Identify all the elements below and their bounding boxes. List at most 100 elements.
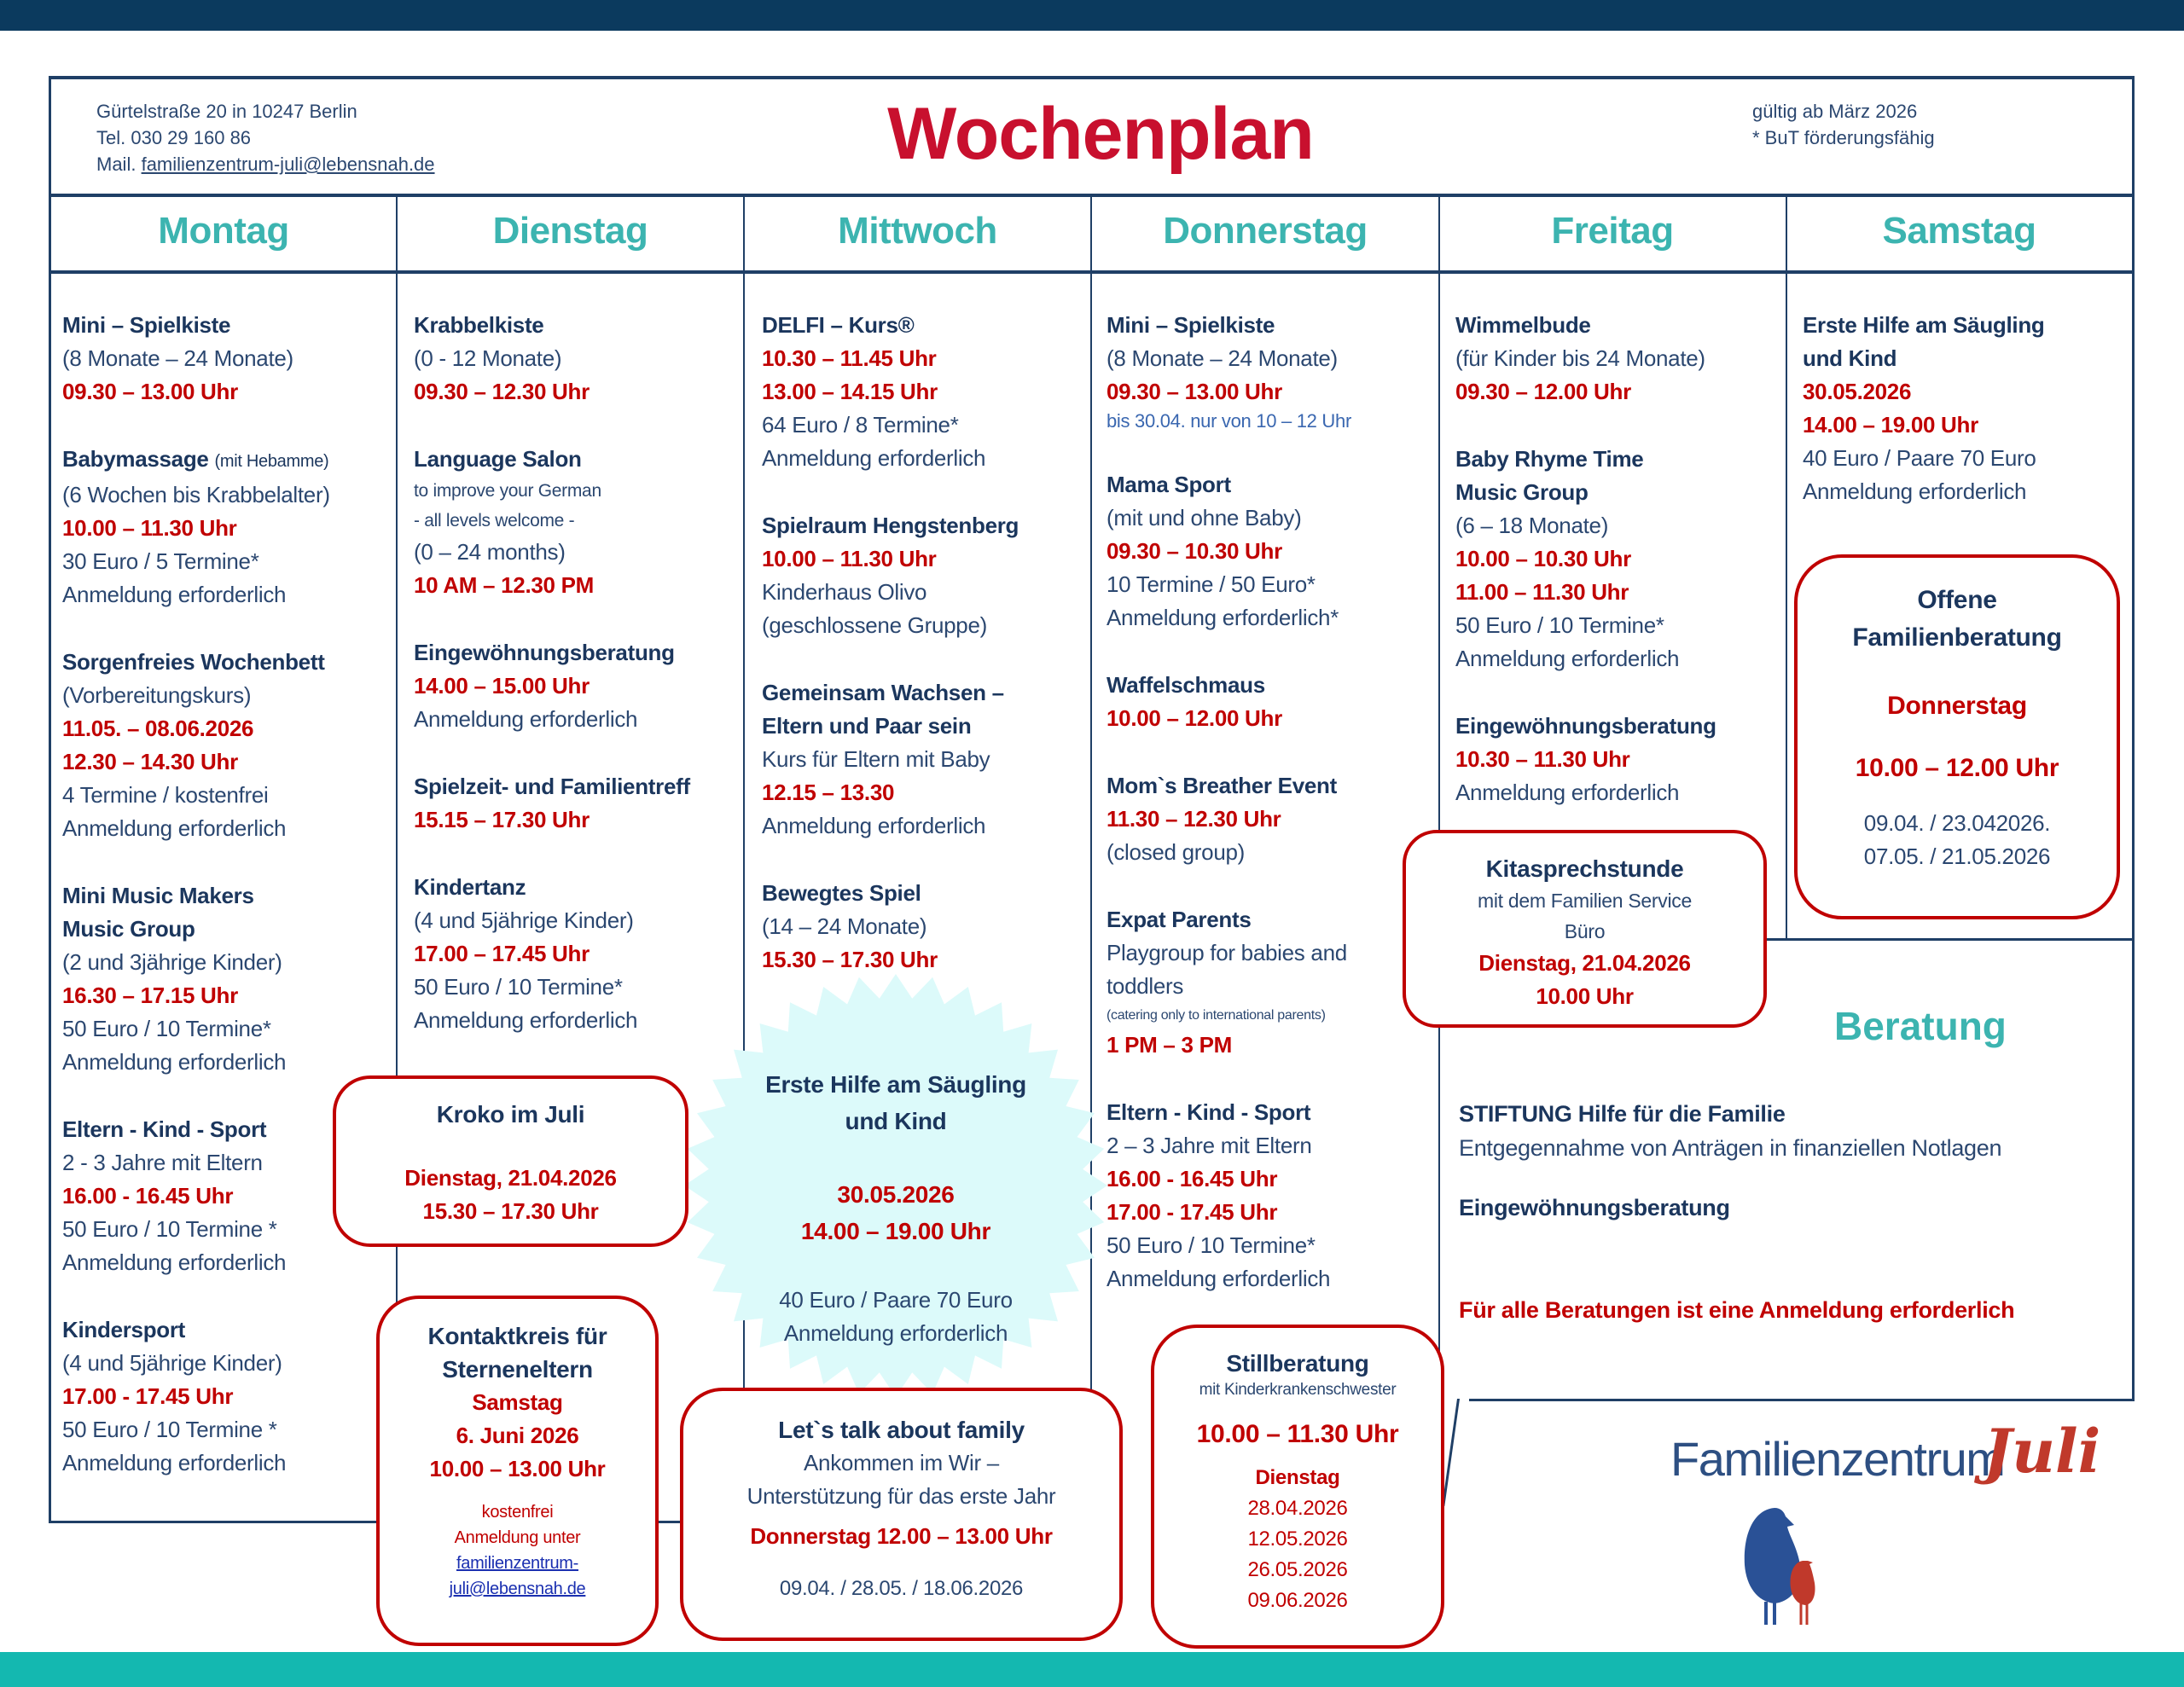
entry-line-text: Kinderhaus Olivo [762, 579, 927, 605]
box-mail-link-2[interactable]: juli@lebensnah.de [449, 1580, 586, 1598]
entry-time: 10 AM – 12.30 PM [414, 569, 690, 602]
entry-line-text: (closed group) [1107, 839, 1245, 865]
entry-line-text: Expat Parents [1107, 907, 1252, 932]
entry-title: Sorgenfreies Wochenbett [62, 646, 330, 679]
box-date: 26.05.2026 [1247, 1558, 1348, 1581]
mail-link[interactable]: familienzentrum-juli@lebensnah.de [141, 154, 435, 175]
box-dates: 09.04. / 28.05. / 18.06.2026 [779, 1577, 1024, 1600]
entry-line-text: (2 und 3jährige Kinder) [62, 949, 282, 975]
kitasprechstunde-box: Kitasprechstunde mit dem Familien Servic… [1403, 830, 1767, 1028]
day-column-dienstag: Krabbelkiste (0 - 12 Monate) 09.30 – 12.30… [414, 309, 690, 1071]
entry-line-text: to improve your German [414, 481, 601, 501]
box-cost: kostenfrei [481, 1503, 554, 1522]
entry-title: Erste Hilfe am Säugling [1803, 309, 2045, 342]
box-mail-link[interactable]: familienzentrum- [456, 1554, 579, 1573]
day-column-mittwoch: DELFI – Kurs® 10.30 – 11.45 Uhr 13.00 – 14… [762, 309, 1019, 1011]
entry-line-text: 10.30 – 11.30 Uhr [1455, 746, 1630, 772]
box-title: Offene [1917, 586, 1997, 614]
eingewoehnung-beratung: Eingewöhnungsberatung [1459, 1195, 1730, 1220]
entry-line-text: Baby Rhyme Time [1455, 446, 1644, 472]
entry-time: 17.00 - 17.45 Uhr [1107, 1196, 1351, 1229]
entry-line-text: 30.05.2026 [1803, 379, 1912, 404]
entry-line-text: 16.00 - 16.45 Uhr [62, 1183, 234, 1209]
entry-title: DELFI – Kurs® [762, 309, 1019, 342]
two-birds-logo-icon [1744, 1508, 1815, 1625]
entry-line-text: (geschlossene Gruppe) [762, 612, 987, 638]
entry-text: Anmeldung erforderlich [62, 812, 330, 845]
entry-time: 10.00 – 11.30 Uhr [62, 512, 330, 545]
entry-text: (0 – 24 months) [414, 536, 690, 569]
entry-line-text: 50 Euro / 10 Termine* [1455, 612, 1664, 638]
schedule-entry: Waffelschmaus 10.00 – 12.00 Uhr [1107, 669, 1351, 735]
box-time: 10.00 Uhr [1536, 983, 1634, 1009]
entry-line-text: (8 Monate – 24 Monate) [1107, 345, 1338, 371]
schedule-entry: Mini – Spielkiste (8 Monate – 24 Monate) 0… [1107, 309, 1351, 434]
entry-line-text: 09.30 – 12.00 Uhr [1455, 379, 1631, 404]
familienzentrum-juli-logo: Familienzentrum Juli [1664, 1416, 2107, 1629]
entry-text: Anmeldung erforderlich [1107, 1262, 1351, 1296]
entry-text: Anmeldung erforderlich [1455, 642, 1716, 675]
entry-line-text: Anmeldung erforderlich [62, 1249, 287, 1275]
entry-time: 16.30 – 17.15 Uhr [62, 979, 330, 1012]
day-column-freitag: Wimmelbude (für Kinder bis 24 Monate) 09.3… [1455, 309, 1716, 844]
offene-familienberatung-box: Offene Familienberatung Donnerstag 10.00… [1794, 554, 2120, 919]
entry-title: Mini – Spielkiste [1107, 309, 1351, 342]
schedule-entry: Eingewöhnungsberatung 14.00 – 15.00 Uhr An… [414, 636, 690, 736]
day-header-donnerstag: Donnerstag [1163, 210, 1368, 252]
starburst-time: 14.00 – 19.00 Uhr [800, 1218, 991, 1244]
entry-line-text: Anmeldung erforderlich [414, 1007, 638, 1033]
entry-text: bis 30.04. nur von 10 – 12 Uhr [1107, 409, 1351, 434]
entry-time: 09.30 – 12.00 Uhr [1455, 375, 1716, 409]
box-subtitle-2: Unterstützung für das erste Jahr [746, 1483, 1056, 1509]
entry-text: Anmeldung erforderlich [1455, 776, 1716, 809]
entry-line-text: 4 Termine / kostenfrei [62, 782, 269, 808]
entry-text: (mit und ohne Baby) [1107, 501, 1351, 535]
box-day: Dienstag [1255, 1466, 1340, 1489]
entry-line-text: (6 – 18 Monate) [1455, 513, 1609, 538]
entry-line-text: Anmeldung erforderlich [62, 582, 287, 607]
entry-text: (0 - 12 Monate) [414, 342, 690, 375]
entry-line-text: (8 Monate – 24 Monate) [62, 345, 293, 371]
entry-text: (14 – 24 Monate) [762, 910, 1019, 943]
entry-line-text: 09.30 – 13.00 Uhr [62, 379, 238, 404]
schedule-entry: Eltern - Kind - Sport 2 - 3 Jahre mit Elt… [62, 1113, 330, 1279]
entry-time: 11.05. – 08.06.2026 [62, 712, 330, 745]
entry-line-text: 16.00 - 16.45 Uhr [1107, 1166, 1278, 1191]
top-bar [0, 0, 2184, 31]
schedule-entry: Gemeinsam Wachsen – Eltern und Paar sein K… [762, 676, 1019, 843]
starburst-price: 40 Euro / Paare 70 Euro [779, 1287, 1013, 1313]
box-registration: Anmeldung unter [454, 1528, 581, 1547]
entry-line-text: 17.00 - 17.45 Uhr [1107, 1199, 1278, 1225]
entry-title: Expat Parents [1107, 903, 1351, 936]
box-time: Donnerstag 12.00 – 13.00 Uhr [750, 1523, 1053, 1549]
entry-line-text: Krabbelkiste [414, 312, 544, 338]
entry-line-text: 10.00 – 12.00 Uhr [1107, 705, 1282, 731]
box-subtitle: mit dem Familien Service [1478, 890, 1692, 912]
entry-line-text: 1 PM – 3 PM [1107, 1032, 1232, 1058]
entry-line-text: 50 Euro / 10 Termine* [62, 1016, 271, 1041]
entry-line-text: 13.00 – 14.15 Uhr [762, 379, 938, 404]
entry-line-text: 2 - 3 Jahre mit Eltern [62, 1150, 263, 1175]
bottom-bar [0, 1652, 2184, 1687]
entry-time: 30.05.2026 [1803, 375, 2045, 409]
entry-title: Eingewöhnungsberatung [414, 636, 690, 670]
entry-line-text: Eltern - Kind - Sport [62, 1116, 267, 1142]
entry-text: 64 Euro / 8 Termine* [762, 409, 1019, 442]
entry-title: Spielraum Hengstenberg [762, 509, 1019, 542]
entry-line-text: (4 und 5jährige Kinder) [414, 907, 634, 933]
entry-text: Anmeldung erforderlich* [1107, 601, 1351, 635]
entry-title: Kindertanz [414, 871, 690, 904]
schedule-entry: Baby Rhyme Time Music Group (6 – 18 Monate… [1455, 443, 1716, 675]
entry-line-text: Eingewöhnungsberatung [414, 640, 675, 665]
entry-text: (6 – 18 Monate) [1455, 509, 1716, 542]
entry-text: (2 und 3jährige Kinder) [62, 946, 330, 979]
entry-title: Eltern - Kind - Sport [62, 1113, 330, 1146]
box-title: Kitasprechstunde [1485, 855, 1684, 882]
entry-line-text: 12.30 – 14.30 Uhr [62, 749, 238, 774]
entry-line-text: DELFI – Kurs® [762, 312, 915, 338]
schedule-entry: Erste Hilfe am Säugling und Kind 30.05.202… [1803, 309, 2045, 508]
entry-line-text: 50 Euro / 10 Termine* [1107, 1232, 1316, 1258]
erste-hilfe-starburst: Erste Hilfe am Säugling und Kind 30.05.2… [700, 1066, 1092, 1350]
entry-line-text: 09.30 – 12.30 Uhr [414, 379, 590, 404]
box-date: 12.05.2026 [1247, 1528, 1348, 1551]
